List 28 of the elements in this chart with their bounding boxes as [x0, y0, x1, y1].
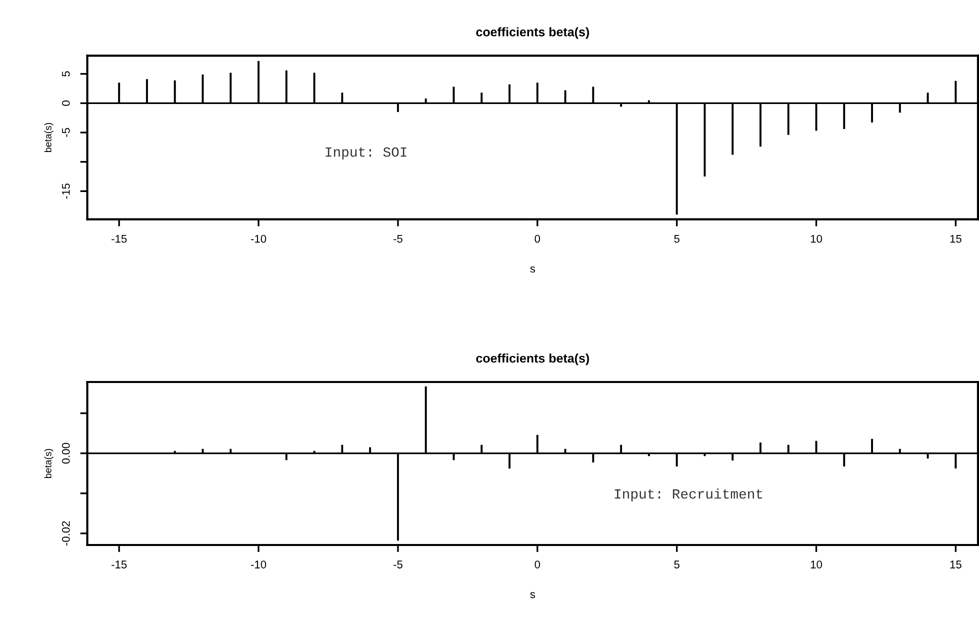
- x-tick-label: 10: [810, 560, 822, 568]
- x-tick-label: 5: [674, 234, 680, 243]
- x-tick-label: 5: [674, 560, 680, 568]
- x-tick-label: -10: [250, 234, 266, 243]
- chart-title: coefficients beta(s): [476, 353, 589, 366]
- y-tick-label: 0.00: [62, 442, 70, 464]
- y-tick-label: -5: [62, 128, 70, 137]
- x-axis-title: s: [530, 592, 536, 598]
- y-tick-label: 5: [62, 71, 70, 77]
- y-axis-title: beta(s): [44, 448, 54, 478]
- x-tick-label: -15: [112, 234, 127, 243]
- y-tick-label: -0.02: [62, 521, 70, 546]
- x-tick-label: 15: [950, 560, 962, 568]
- x-tick-label: 10: [810, 234, 822, 243]
- x-tick-label: 0: [534, 560, 540, 568]
- x-tick-label: -5: [394, 560, 402, 568]
- y-axis-title: beta(s): [44, 122, 54, 152]
- y-tick-label: 0: [62, 100, 70, 106]
- annotation: Input: SOI: [326, 147, 406, 160]
- y-tick-label: -15: [62, 184, 70, 199]
- x-tick-label: -5: [394, 234, 402, 243]
- x-axis-title: s: [530, 266, 536, 273]
- annotation: Input: Recruitment: [614, 488, 762, 502]
- x-tick-label: -10: [250, 560, 266, 568]
- x-tick-label: -15: [112, 560, 127, 568]
- chart-title: coefficients beta(s): [476, 27, 589, 39]
- x-tick-label: 15: [950, 234, 962, 243]
- x-tick-label: 0: [534, 234, 540, 243]
